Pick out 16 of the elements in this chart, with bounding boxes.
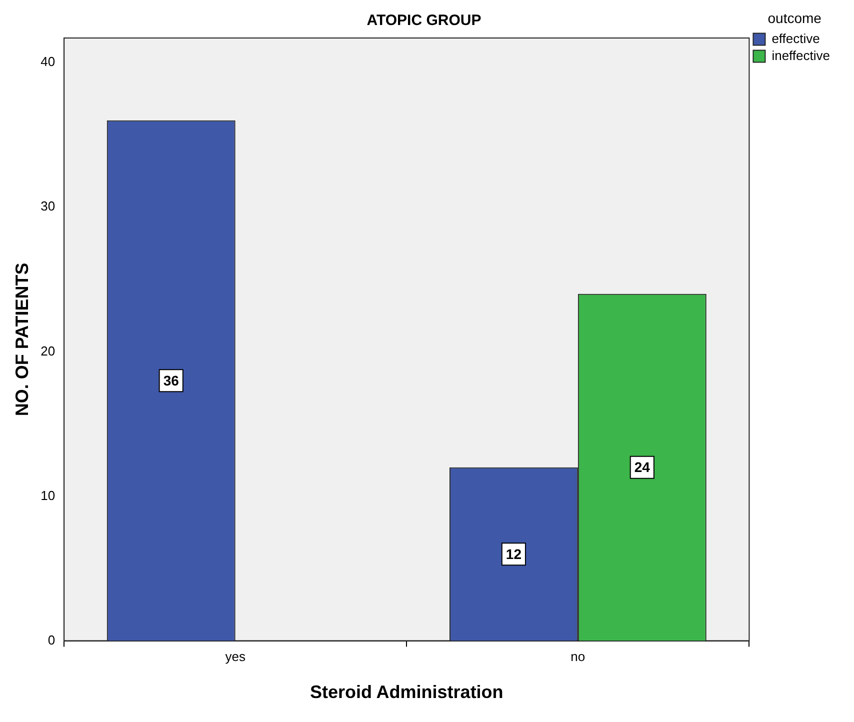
y-tick-label: 0 [48, 632, 56, 648]
legend-title: outcome [768, 10, 822, 26]
x-tick-label: yes [225, 649, 246, 664]
legend-label: ineffective [772, 48, 830, 63]
legend-label: effective [772, 30, 820, 46]
data-label: 36 [163, 372, 180, 388]
y-tick-label: 10 [40, 488, 56, 503]
x-tick-label: no [570, 649, 586, 664]
y-tick-label: 40 [40, 54, 56, 70]
y-axis-title: NO. OF PATIENTS [12, 262, 32, 416]
y-tick-label: 20 [40, 343, 56, 358]
chart-title: ATOPIC GROUP [366, 12, 482, 30]
data-label: 24 [634, 459, 650, 476]
y-tick-label: 30 [40, 198, 56, 214]
x-axis-title: Steroid Administration [310, 682, 504, 702]
data-label: 12 [506, 546, 522, 562]
